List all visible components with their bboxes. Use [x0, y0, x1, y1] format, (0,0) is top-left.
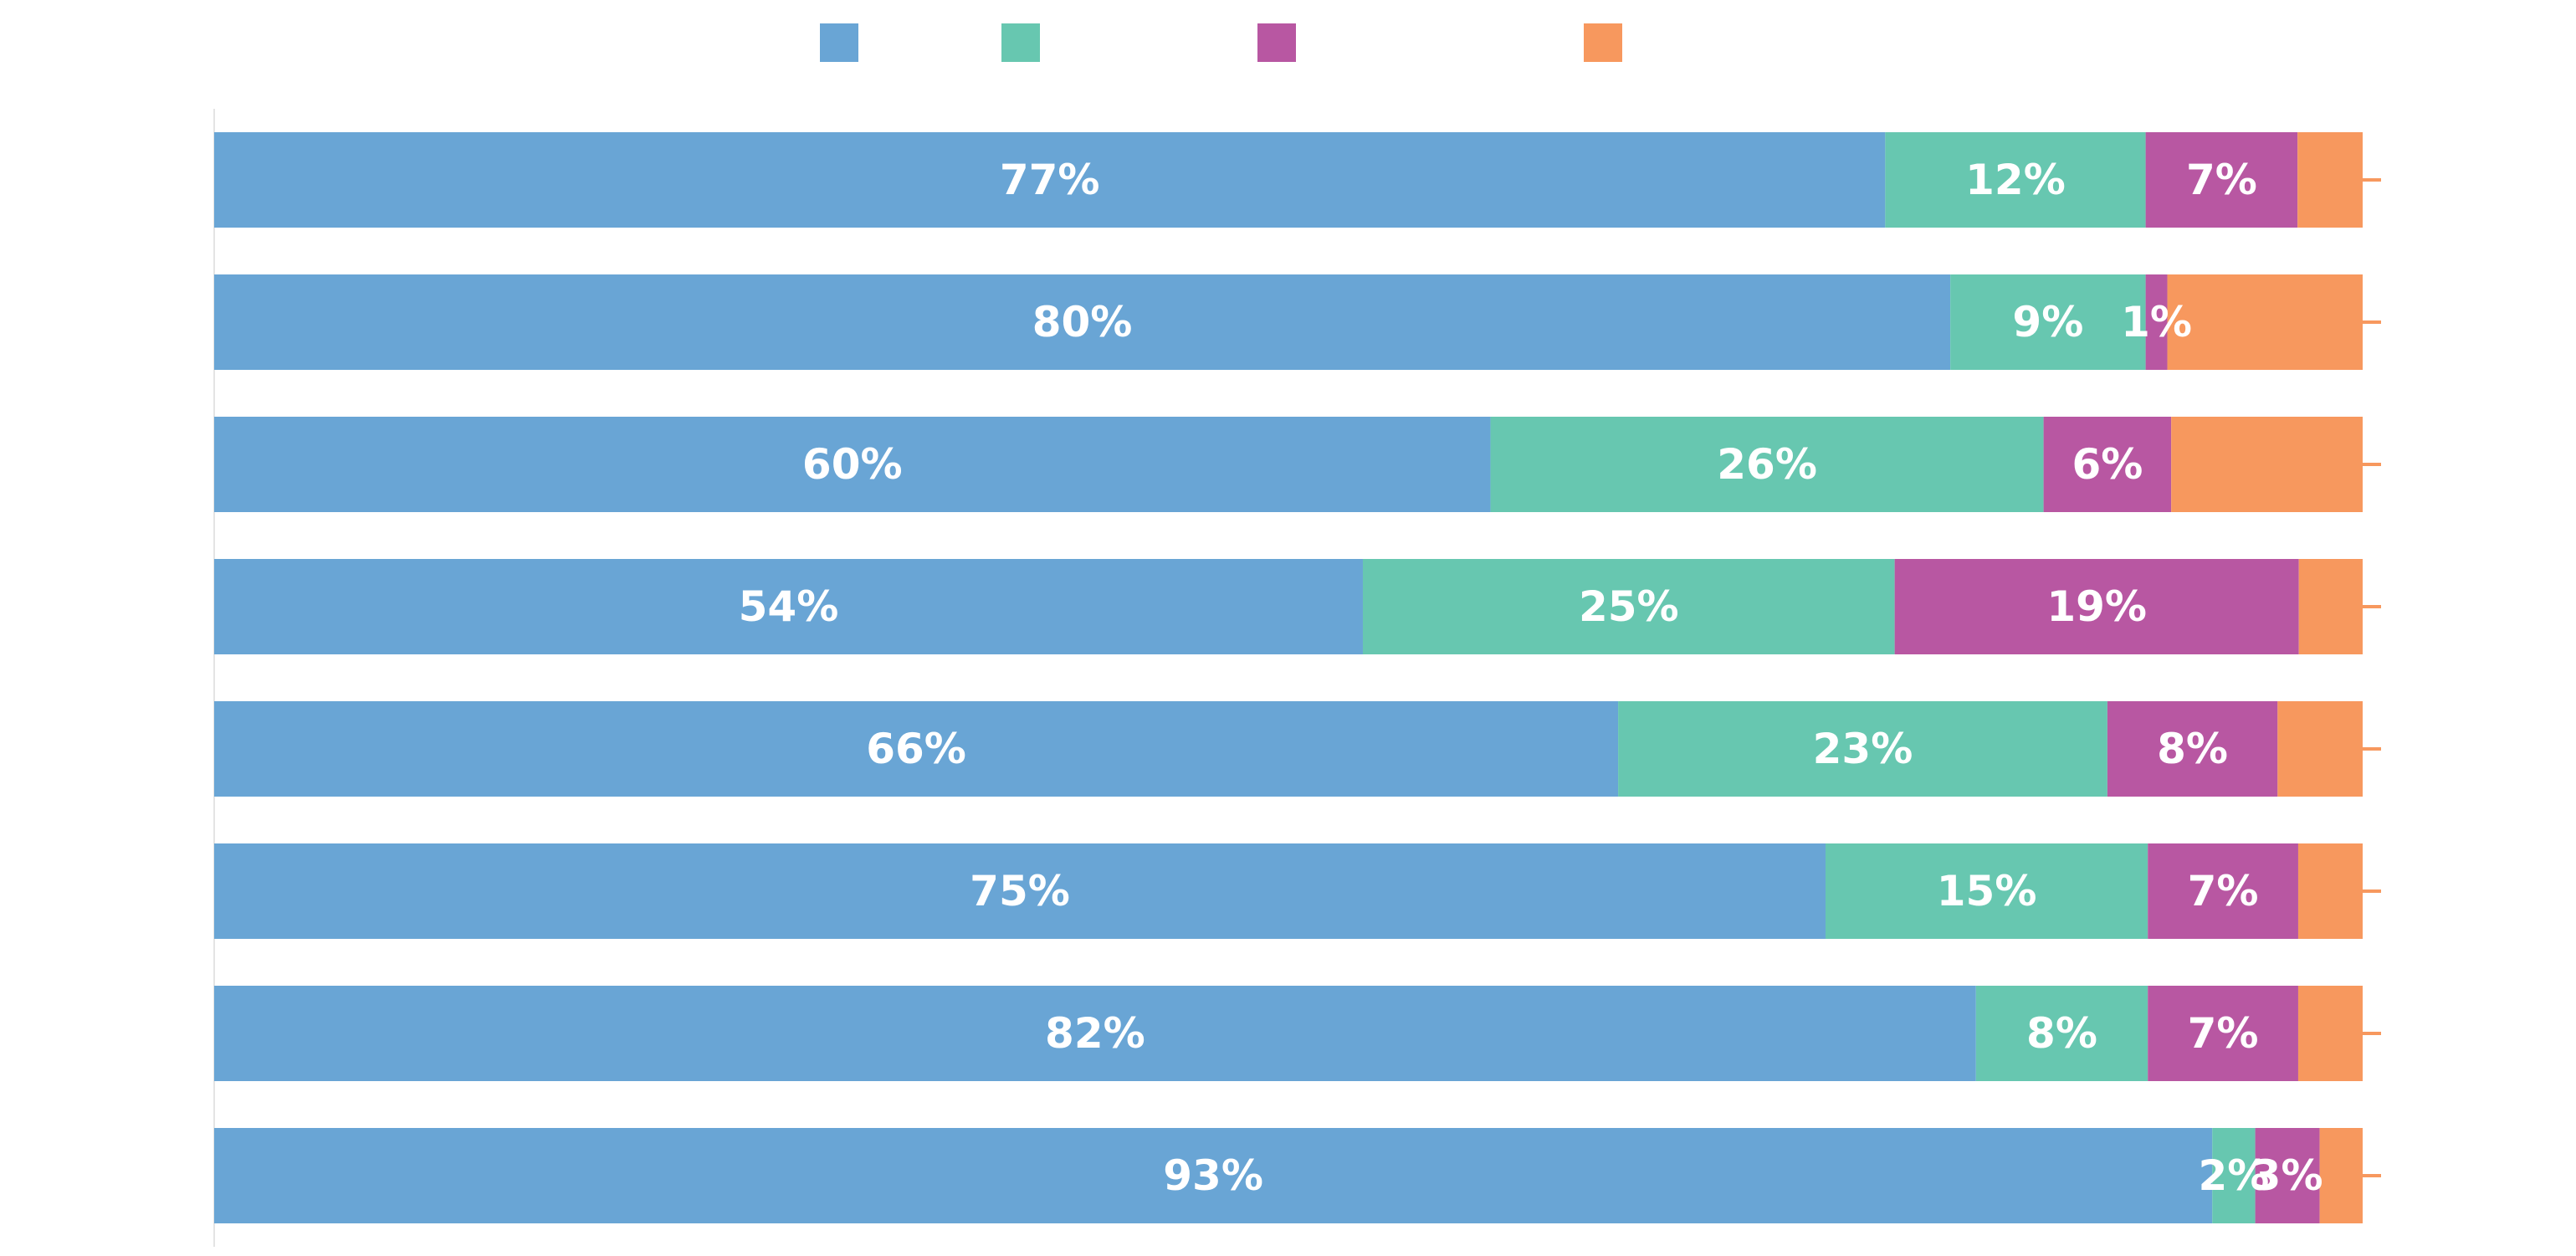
data-label-row5-series3: 8% — [2157, 725, 2228, 773]
bar-segment-row8-series1 — [214, 1128, 2213, 1223]
bar-segment-row6-series2 — [1826, 843, 2148, 939]
bar-segment-row3-series3 — [2043, 417, 2172, 512]
data-label-row1-series1: 77% — [1000, 156, 1100, 204]
bar-segment-row5-series1 — [214, 701, 1619, 797]
bar-segment-row7-series2 — [1975, 986, 2148, 1081]
bar-segment-row3-series2 — [1490, 417, 2044, 512]
tick-marks-group — [2363, 178, 2381, 1177]
bar-segment-row6-series3 — [2148, 843, 2298, 939]
bar-segment-row5-series4 — [2277, 701, 2363, 797]
bar-segment-row8-series2 — [2212, 1128, 2256, 1223]
bar-segment-row5-series2 — [1618, 701, 2107, 797]
data-labels-group: 77% 12% 7% 80% 9% 1% 60% 26% 6% 54% 25% 19% 66% 23% 8%… — [739, 156, 2323, 1200]
bar-segment-row2-series3 — [2145, 274, 2168, 370]
legend-swatch-4 — [1584, 23, 1622, 62]
bar-segment-row7-series4 — [2297, 986, 2363, 1081]
data-label-row6-series1: 75% — [970, 867, 1070, 915]
legend-swatch-1 — [820, 23, 858, 62]
data-label-row3-series1: 60% — [802, 440, 903, 489]
bar-segment-row1-series1 — [214, 132, 1886, 228]
bar-segment-row1-series2 — [1885, 132, 2146, 228]
legend-swatch-3 — [1257, 23, 1296, 62]
bar-segment-row1-series4 — [2297, 132, 2363, 228]
data-label-row6-series3: 7% — [2188, 867, 2259, 915]
data-label-row7-series1: 82% — [1045, 1009, 1145, 1058]
bar-segment-row6-series4 — [2297, 843, 2363, 939]
bar-segment-row6-series1 — [214, 843, 1826, 939]
bar-segment-row3-series1 — [214, 417, 1491, 512]
data-label-row2-series3: 1% — [2121, 298, 2192, 346]
data-label-row4-series3: 19% — [2046, 582, 2147, 631]
data-label-row1-series2: 12% — [1965, 156, 2066, 204]
data-label-row2-series1: 80% — [1032, 298, 1133, 346]
bar-segment-row8-series3 — [2255, 1128, 2320, 1223]
bar-segment-row2-series4 — [2167, 274, 2363, 370]
data-label-row3-series2: 26% — [1717, 440, 1817, 489]
data-label-row2-series2: 9% — [2012, 298, 2083, 346]
bar-segment-row4-series4 — [2298, 559, 2363, 654]
data-label-row4-series2: 25% — [1579, 582, 1679, 631]
legend — [820, 23, 1622, 62]
data-label-row5-series2: 23% — [1813, 725, 1913, 773]
bar-segment-row3-series4 — [2171, 417, 2363, 512]
bar-segment-row8-series4 — [2319, 1128, 2363, 1223]
data-label-row8-series3: 3% — [2252, 1151, 2323, 1200]
data-label-row8-series1: 93% — [1163, 1151, 1263, 1200]
bar-segment-row4-series1 — [214, 559, 1363, 654]
bar-segment-row2-series2 — [1950, 274, 2146, 370]
data-label-row1-series3: 7% — [2186, 156, 2257, 204]
bar-segment-row1-series3 — [2145, 132, 2298, 228]
data-label-row7-series3: 7% — [2188, 1009, 2259, 1058]
data-label-row7-series2: 8% — [2026, 1009, 2097, 1058]
bars-group — [214, 132, 2363, 1223]
legend-swatch-2 — [1001, 23, 1040, 62]
bar-segment-row7-series3 — [2148, 986, 2298, 1081]
bar-segment-row2-series1 — [214, 274, 1951, 370]
bar-segment-row5-series3 — [2107, 701, 2278, 797]
bar-segment-row7-series1 — [214, 986, 1976, 1081]
data-label-row3-series3: 6% — [2072, 440, 2143, 489]
data-label-row4-series1: 54% — [739, 582, 839, 631]
bar-segment-row4-series3 — [1894, 559, 2299, 654]
data-label-row6-series2: 15% — [1937, 867, 2037, 915]
data-label-row8-series2: 2% — [2198, 1151, 2269, 1200]
data-label-row5-series1: 66% — [866, 725, 966, 773]
bar-segment-row4-series2 — [1362, 559, 1895, 654]
